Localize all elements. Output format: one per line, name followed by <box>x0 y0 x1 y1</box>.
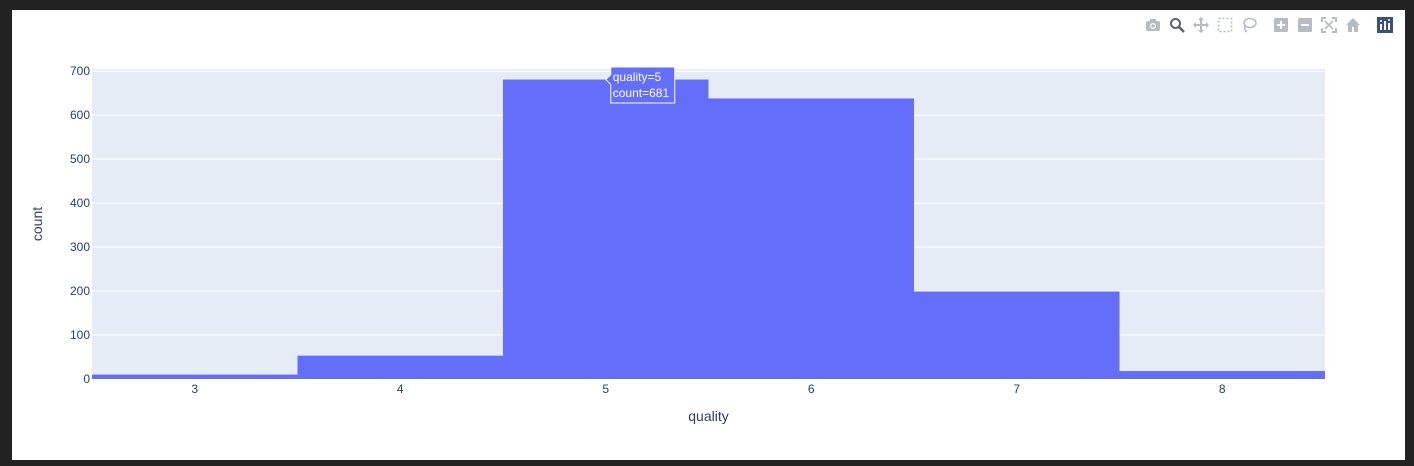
bar-quality-7[interactable] <box>914 291 1120 379</box>
x-tick-label: 6 <box>808 382 815 396</box>
x-tick-label: 5 <box>602 382 609 396</box>
y-tick-label: 0 <box>83 372 90 386</box>
hover-tooltip: quality=5 count=681 <box>605 66 676 104</box>
plotly-logo-icon[interactable] <box>1373 14 1397 36</box>
autoscale-icon[interactable] <box>1317 14 1341 36</box>
tooltip-box <box>605 66 676 104</box>
y-tick-label: 600 <box>70 108 90 122</box>
y-tick-label: 400 <box>70 196 90 210</box>
y-tick-label: 200 <box>70 284 90 298</box>
tooltip-count: count=681 <box>613 86 670 100</box>
x-tick-labels: 3 4 5 6 7 8 <box>191 382 1226 396</box>
y-tick-label: 300 <box>70 240 90 254</box>
camera-icon[interactable] <box>1141 14 1165 36</box>
y-axis-title: count <box>29 207 45 241</box>
zoom-out-icon[interactable] <box>1293 14 1317 36</box>
bar-quality-6[interactable] <box>708 98 915 379</box>
x-axis-title: quality <box>688 408 728 424</box>
zoom-in-icon[interactable] <box>1269 14 1293 36</box>
box-select-icon[interactable] <box>1213 14 1237 36</box>
reset-axes-icon[interactable] <box>1341 14 1365 36</box>
bar-quality-4[interactable] <box>297 355 504 379</box>
lasso-select-icon[interactable] <box>1237 14 1261 36</box>
histogram-chart: 0 100 200 300 400 500 600 700 3 4 5 6 7 8 quality co… <box>29 64 1326 424</box>
y-tick-labels: 0 100 200 300 400 500 600 700 <box>70 64 90 386</box>
y-tick-label: 100 <box>70 328 90 342</box>
plot-container: 0 100 200 300 400 500 600 700 3 4 5 6 7 8 quality co… <box>12 10 1405 460</box>
x-tick-label: 8 <box>1219 382 1226 396</box>
x-tick-label: 3 <box>191 382 198 396</box>
x-tick-label: 7 <box>1013 382 1020 396</box>
tooltip-quality: quality=5 <box>613 70 662 84</box>
bar-quality-3[interactable] <box>92 374 298 379</box>
y-tick-label: 700 <box>70 64 90 78</box>
modebar <box>1141 14 1397 36</box>
bar-quality-8[interactable] <box>1119 371 1326 379</box>
zoom-icon[interactable] <box>1165 14 1189 36</box>
x-tick-label: 4 <box>397 382 404 396</box>
pan-icon[interactable] <box>1189 14 1213 36</box>
bars <box>92 79 1326 379</box>
y-tick-label: 500 <box>70 152 90 166</box>
bar-quality-5[interactable] <box>503 79 709 379</box>
